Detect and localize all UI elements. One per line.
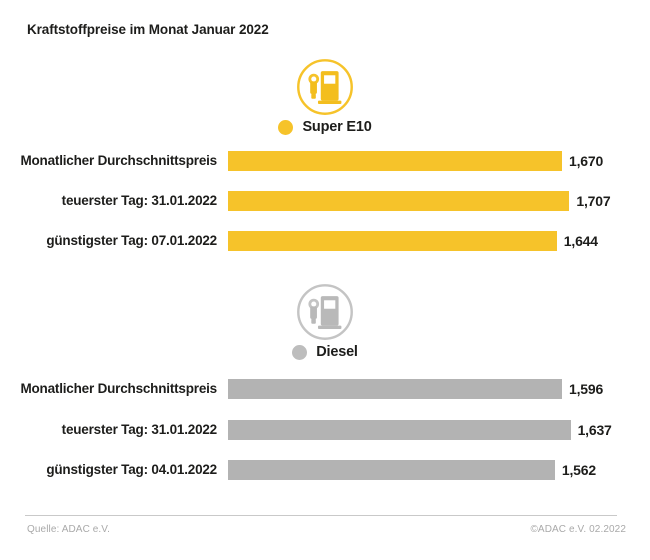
legend-label: Super E10	[302, 119, 372, 135]
footer-divider	[25, 515, 617, 516]
fuel-pump-icon	[297, 59, 353, 115]
bar	[228, 379, 562, 399]
bar-row: teuerster Tag: 31.01.2022 1,637	[0, 420, 612, 440]
bar	[228, 151, 562, 171]
bar-value: 1,562	[561, 462, 596, 478]
bar-row: teuerster Tag: 31.01.2022 1,707	[0, 191, 611, 211]
row-label: günstigster Tag: 04.01.2022	[46, 462, 217, 477]
legend-diesel: Diesel	[0, 344, 650, 360]
copyright-text: ©ADAC e.V. 02.2022	[530, 524, 626, 535]
bar-value: 1,637	[577, 422, 612, 438]
row-label: teuerster Tag: 31.01.2022	[61, 422, 218, 437]
bar	[228, 460, 555, 480]
bar-row: günstigster Tag: 04.01.2022 1,562	[0, 460, 596, 480]
super-e10-icon-wrap	[0, 57, 650, 117]
bar	[228, 420, 571, 440]
source-text: Quelle: ADAC e.V.	[27, 524, 111, 535]
legend-super-e10: Super E10	[0, 119, 650, 135]
legend-label: Diesel	[316, 344, 358, 360]
bar-value: 1,644	[563, 233, 598, 249]
bar-value: 1,596	[569, 381, 604, 397]
legend-dot-icon	[278, 119, 294, 135]
row-label: günstigster Tag: 07.01.2022	[46, 233, 217, 248]
row-label: Monatlicher Durchschnittspreis	[20, 153, 217, 168]
row-label: Monatlicher Durchschnittspreis	[20, 381, 217, 396]
row-label: teuerster Tag: 31.01.2022	[61, 193, 218, 208]
bar-row: Monatlicher Durchschnittspreis 1,596	[0, 379, 603, 399]
fuel-pump-icon	[297, 284, 353, 340]
bar	[228, 191, 570, 211]
legend-dot-icon	[292, 344, 308, 360]
diesel-icon-wrap	[0, 282, 650, 342]
bar-value: 1,707	[576, 193, 611, 209]
bar-value: 1,670	[569, 153, 604, 169]
bar-row: günstigster Tag: 07.01.2022 1,644	[0, 231, 598, 251]
chart-title: Kraftstoffpreise im Monat Januar 2022	[27, 22, 269, 37]
bar	[228, 231, 557, 251]
bar-row: Monatlicher Durchschnittspreis 1,670	[0, 151, 603, 171]
